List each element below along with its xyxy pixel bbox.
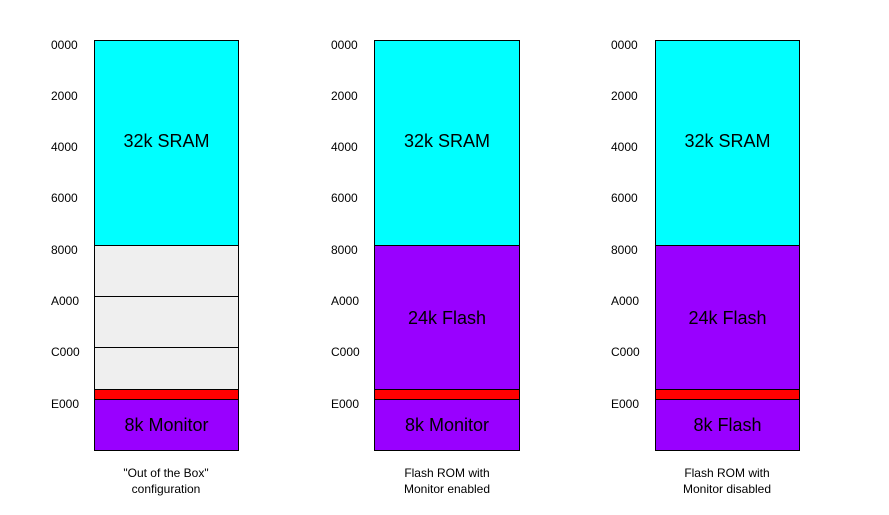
address-label: 2000: [611, 89, 638, 103]
monitor-label: 8k Monitor: [404, 414, 490, 435]
address-label: 4000: [331, 140, 358, 154]
address-label: C000: [51, 345, 80, 359]
address-label: A000: [51, 294, 80, 308]
address-label: 2000: [51, 89, 78, 103]
caption-line: configuration: [131, 482, 201, 496]
caption-line: Monitor enabled: [403, 482, 491, 496]
monitor-block: 8k Monitor: [94, 399, 239, 451]
address-label: 8000: [611, 243, 638, 257]
address-label: 6000: [51, 191, 78, 205]
address-label: A000: [331, 294, 360, 308]
address-label: 0000: [611, 38, 638, 52]
caption-line: Flash ROM with: [684, 466, 770, 480]
address-label: C000: [331, 345, 360, 359]
monitor-block: 8k Monitor: [374, 399, 520, 451]
address-label: E000: [331, 397, 360, 411]
address-label: 8000: [51, 243, 78, 257]
map-caption: "Out of the Box" configuration: [66, 465, 266, 497]
address-label: E000: [611, 397, 640, 411]
monitor-label: 8k Monitor: [124, 414, 209, 435]
address-label: A000: [611, 294, 640, 308]
flash-block: 24k Flash: [374, 245, 520, 390]
address-label: C000: [611, 345, 640, 359]
sram-label: 32k SRAM: [123, 131, 210, 151]
map-caption: Flash ROM with Monitor disabled: [627, 465, 827, 497]
caption-line: Flash ROM with: [404, 466, 490, 480]
map-caption: Flash ROM with Monitor enabled: [347, 465, 547, 497]
address-label: 6000: [611, 191, 638, 205]
sram-block: 32k SRAM: [374, 40, 520, 246]
sram-label: 32k SRAM: [403, 131, 491, 151]
address-label: E000: [51, 397, 80, 411]
empty-block: [94, 347, 239, 390]
address-label: 0000: [331, 38, 358, 52]
flash-bottom-label: 8k Flash: [693, 414, 762, 435]
empty-block: [94, 296, 239, 348]
flash-label: 24k Flash: [688, 308, 767, 328]
sram-block: 32k SRAM: [655, 40, 800, 246]
flash-label: 24k Flash: [407, 308, 487, 328]
sram-block: 32k SRAM: [94, 40, 239, 246]
flash-bottom-block: 8k Flash: [655, 399, 800, 451]
flash-block: 24k Flash: [655, 245, 800, 390]
address-label: 0000: [51, 38, 78, 52]
address-label: 4000: [611, 140, 638, 154]
sram-label: 32k SRAM: [684, 131, 771, 151]
address-label: 8000: [331, 243, 358, 257]
caption-line: "Out of the Box": [123, 466, 209, 480]
caption-line: Monitor disabled: [682, 482, 772, 496]
address-label: 6000: [331, 191, 358, 205]
address-label: 4000: [51, 140, 78, 154]
address-label: 2000: [331, 89, 358, 103]
